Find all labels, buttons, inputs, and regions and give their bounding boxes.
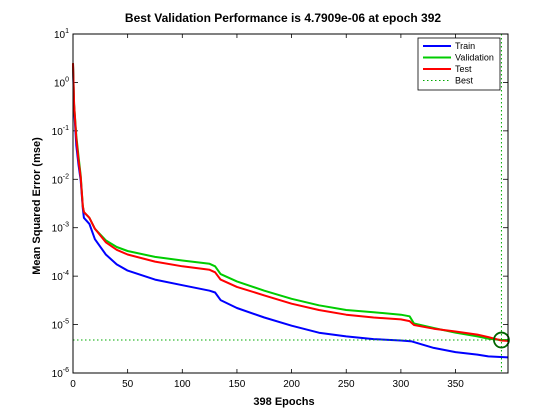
y-tick-label: 10-2	[52, 173, 69, 186]
x-tick-labels: 0 50 100 150 200 250 300 350	[70, 379, 464, 390]
plot-frame	[72, 33, 509, 374]
x-tick-label: 50	[122, 379, 134, 390]
x-tick-label: 150	[229, 379, 246, 390]
legend-label-validation: Validation	[455, 53, 494, 63]
legend-label-test: Test	[455, 64, 472, 74]
y-tick-label: 10-1	[52, 125, 69, 138]
best-point-marker	[493, 331, 510, 349]
legend-label-best: Best	[455, 76, 474, 86]
series-test-line	[72, 63, 509, 342]
plot-area	[73, 34, 508, 373]
x-tick-label: 0	[70, 379, 76, 390]
x-tick-label: 300	[393, 379, 410, 390]
series-layer	[72, 63, 509, 359]
x-tick-label: 250	[338, 379, 355, 390]
legend-label-train: Train	[455, 41, 475, 51]
x-tick-label: 350	[447, 379, 464, 390]
chart-title: Best Validation Performance is 4.7909e-0…	[125, 11, 441, 25]
y-tick-label: 10-5	[52, 319, 69, 332]
y-tick-label: 10-4	[52, 270, 69, 283]
y-tick-label: 10-3	[52, 222, 69, 235]
x-axis-label: 398 Epochs	[253, 396, 314, 408]
y-axis-label: Mean Squared Error (mse)	[31, 137, 43, 275]
best-marker-layer	[73, 34, 510, 373]
y-tick-label: 100	[54, 76, 69, 89]
x-tick-label: 200	[283, 379, 300, 390]
x-tick-label: 100	[174, 379, 191, 390]
y-tick-label: 10-6	[52, 367, 69, 380]
y-tick-labels: 10-6 10-5 10-4 10-3 10-2 10-1 100 101	[52, 28, 69, 380]
y-tick-label: 101	[54, 28, 69, 41]
